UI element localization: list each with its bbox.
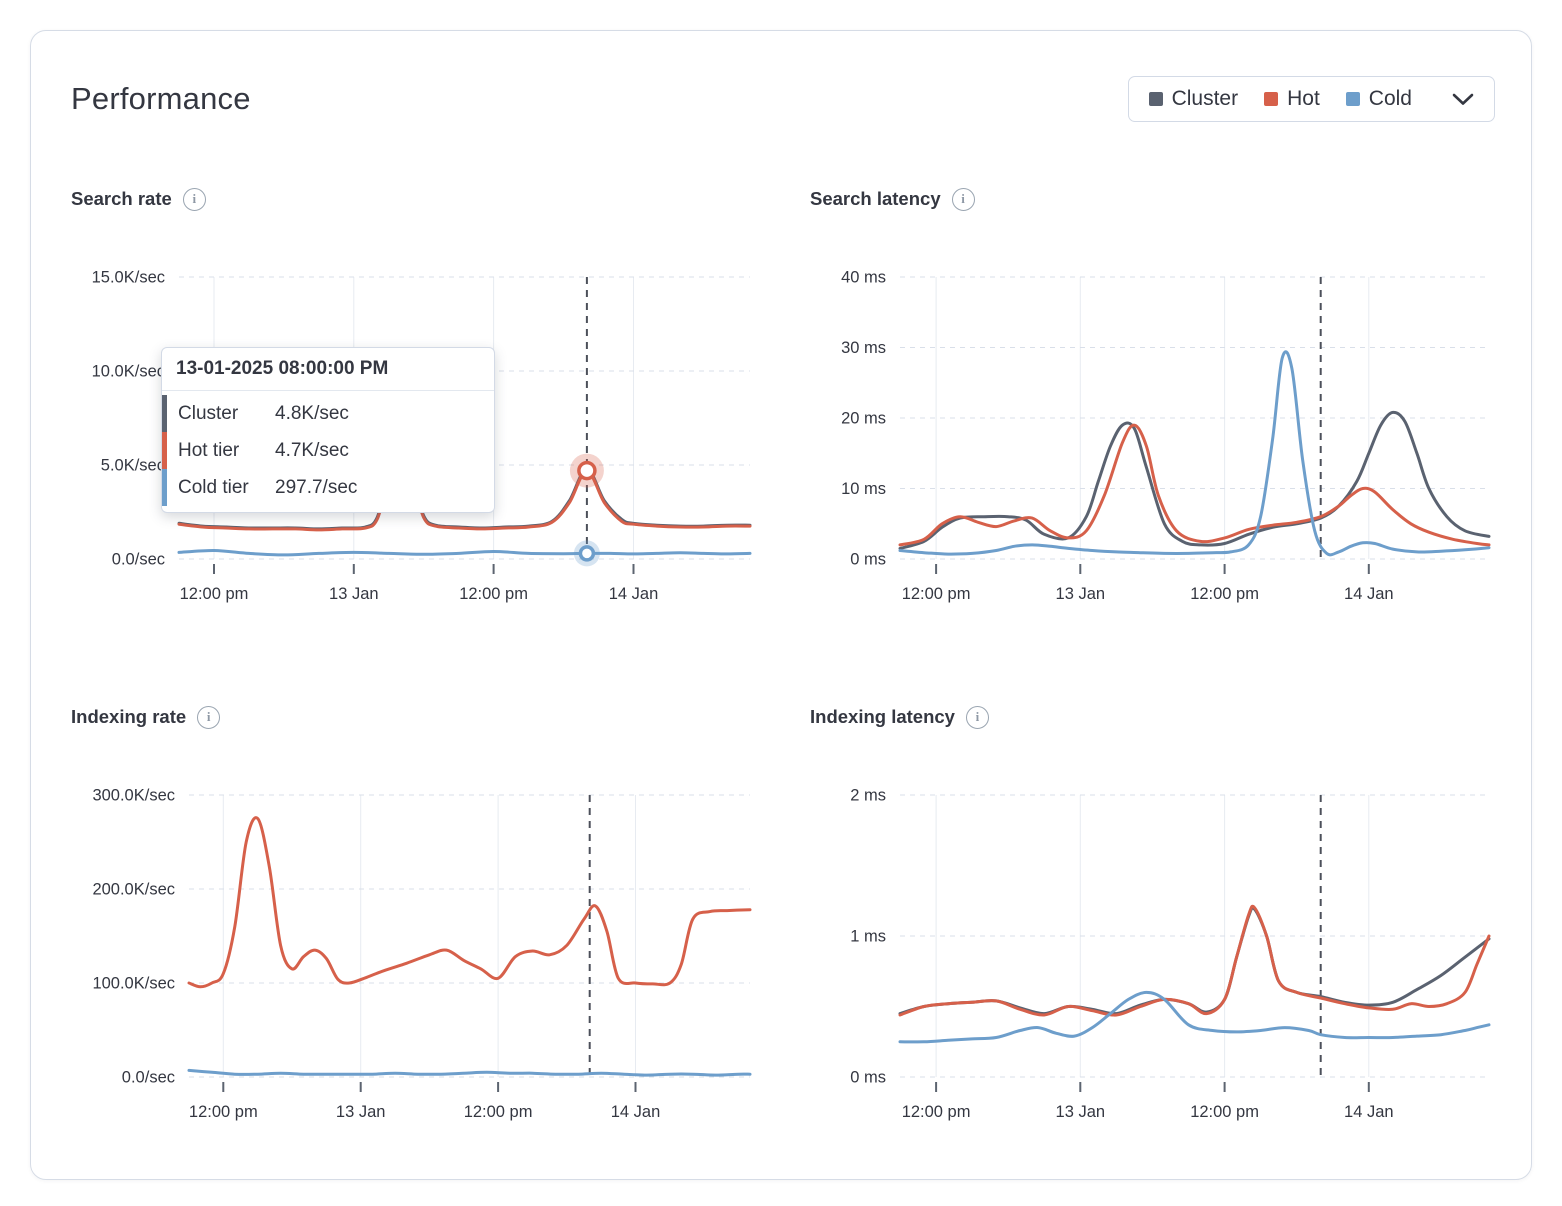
series-cold-tier <box>177 548 752 557</box>
series-cluster <box>898 410 1491 550</box>
chart-title-row: Search latency i <box>810 187 1497 211</box>
series-hot-tier <box>898 423 1491 547</box>
marker-point <box>578 545 596 562</box>
y-tick-label: 10 ms <box>841 480 886 498</box>
tooltip-value-cold: 297.7/sec <box>275 476 358 498</box>
tooltip-row-cold: Cold tier 297.7/sec <box>162 469 494 506</box>
tooltip-label-cold: Cold tier <box>178 476 249 498</box>
series-cold-tier <box>898 350 1491 557</box>
tooltip-swatch-cold <box>162 469 167 506</box>
y-tick-label: 5.0K/sec <box>101 457 165 475</box>
tooltip-swatch-cluster <box>162 395 167 432</box>
chart-block-indexing-rate: Indexing rate i 12:00 pm 13 Jan 12:00 pm 14… <box>71 705 758 1125</box>
chart-block-search-latency: Search latency i 12:00 pm 13 Jan 12:00 pm 1… <box>810 187 1497 607</box>
series-cold-tier <box>187 1068 752 1077</box>
chart-title-indexing-rate: Indexing rate <box>71 706 187 727</box>
legend-swatch-hot <box>1264 92 1279 106</box>
x-tick-label: 13 Jan <box>1056 585 1106 603</box>
y-tick-label: 300.0K/sec <box>92 787 175 805</box>
info-icon[interactable]: i <box>182 187 206 211</box>
chart-title-row: Indexing rate i <box>71 705 758 729</box>
chart-title-row: Search rate i <box>71 187 758 211</box>
y-tick-label: 20 ms <box>841 410 886 428</box>
charts-grid: Search rate i 12:00 pm 13 Jan 12:00 pm 14 J… <box>71 187 1495 1125</box>
tooltip-value-hot: 4.7K/sec <box>275 439 349 461</box>
info-icon[interactable]: i <box>951 187 975 211</box>
x-tick-label: 14 Jan <box>609 585 659 603</box>
info-icon[interactable]: i <box>965 705 989 729</box>
indexing-rate-chart[interactable]: 12:00 pm 13 Jan 12:00 pm 14 Jan 0.0/sec 100.0… <box>71 765 758 1125</box>
x-tick-label: 12:00 pm <box>902 1103 971 1121</box>
y-tick-label: 15.0K/sec <box>92 269 165 287</box>
chart-block-indexing-latency: Indexing latency i 12:00 pm 13 Jan 12:00 p… <box>810 705 1497 1125</box>
y-tick-label: 0.0/sec <box>112 551 165 569</box>
chart-title-search-latency: Search latency <box>810 188 941 209</box>
chart-title-indexing-latency: Indexing latency <box>810 706 955 727</box>
indexing-latency-chart[interactable]: 12:00 pm 13 Jan 12:00 pm 14 Jan 0 ms 1 ms 2 ms <box>810 765 1497 1125</box>
series-hot-tier <box>898 904 1491 1017</box>
chart-title-search-rate: Search rate <box>71 188 172 209</box>
series-hot-tier <box>187 816 752 989</box>
y-tick-label: 200.0K/sec <box>92 881 175 899</box>
y-tick-label: 2 ms <box>850 787 886 805</box>
legend-label-cold: Cold <box>1368 87 1412 110</box>
x-tick-label: 12:00 pm <box>180 585 249 603</box>
series-cluster <box>898 906 1491 1016</box>
legend-label-cluster: Cluster <box>1171 87 1239 110</box>
y-tick-label: 0.0/sec <box>122 1069 175 1087</box>
x-tick-label: 13 Jan <box>329 585 379 603</box>
legend-item-cold[interactable]: Cold <box>1345 87 1412 111</box>
info-icon[interactable]: i <box>197 705 221 729</box>
tooltip-label-hot: Hot tier <box>178 439 240 461</box>
legend-swatch-cold <box>1345 92 1360 106</box>
chart-tooltip: 13-01-2025 08:00:00 PM Cluster 4.8K/sec … <box>161 347 495 513</box>
tooltip-row-hot: Hot tier 4.7K/sec <box>162 432 494 469</box>
tooltip-swatch-hot <box>162 432 167 469</box>
y-tick-label: 0 ms <box>850 551 886 569</box>
y-tick-label: 1 ms <box>850 928 886 946</box>
y-tick-label: 40 ms <box>841 269 886 287</box>
tier-legend-dropdown[interactable]: Cluster Hot Cold <box>1127 76 1495 122</box>
legend-item-cluster[interactable]: Cluster <box>1148 87 1239 111</box>
x-tick-label: 14 Jan <box>1344 585 1394 603</box>
legend-item-hot[interactable]: Hot <box>1264 87 1320 111</box>
y-tick-label: 30 ms <box>841 339 886 357</box>
legend-swatch-cluster <box>1148 92 1163 106</box>
page-title: Performance <box>71 81 251 116</box>
chart-block-search-rate: Search rate i 12:00 pm 13 Jan 12:00 pm 14 J… <box>71 187 758 607</box>
x-tick-label: 13 Jan <box>336 1103 386 1121</box>
search-latency-chart[interactable]: 12:00 pm 13 Jan 12:00 pm 14 Jan 0 ms 10 ms 20 … <box>810 247 1497 607</box>
x-tick-label: 12:00 pm <box>902 585 971 603</box>
chevron-down-icon[interactable] <box>1452 93 1474 106</box>
y-tick-label: 0 ms <box>850 1069 886 1087</box>
tooltip-rows: Cluster 4.8K/sec Hot tier 4.7K/sec Cold … <box>162 391 494 512</box>
x-tick-label: 12:00 pm <box>189 1103 258 1121</box>
x-tick-label: 12:00 pm <box>1190 1103 1259 1121</box>
legend-label-hot: Hot <box>1287 87 1320 110</box>
x-tick-label: 14 Jan <box>1344 1103 1394 1121</box>
header: Performance Cluster Hot Cold <box>71 73 1495 125</box>
search-rate-chart[interactable]: 12:00 pm 13 Jan 12:00 pm 14 Jan 0.0/sec 5.0K/… <box>71 247 758 607</box>
tooltip-row-cluster: Cluster 4.8K/sec <box>162 395 494 432</box>
tooltip-timestamp: 13-01-2025 08:00:00 PM <box>162 348 494 391</box>
series-cold-tier <box>898 990 1491 1044</box>
x-tick-label: 12:00 pm <box>464 1103 533 1121</box>
performance-card: Performance Cluster Hot Cold Search rate <box>30 30 1532 1180</box>
chart-title-row: Indexing latency i <box>810 705 1497 729</box>
tooltip-value-cluster: 4.8K/sec <box>275 402 349 424</box>
y-tick-label: 100.0K/sec <box>92 975 175 993</box>
x-tick-label: 14 Jan <box>611 1103 661 1121</box>
series-hot-tier <box>177 466 752 532</box>
tooltip-label-cluster: Cluster <box>178 402 239 424</box>
marker-point <box>577 460 597 481</box>
x-tick-label: 12:00 pm <box>459 585 528 603</box>
x-tick-label: 13 Jan <box>1056 1103 1106 1121</box>
x-tick-label: 12:00 pm <box>1190 585 1259 603</box>
y-tick-label: 10.0K/sec <box>92 363 165 381</box>
